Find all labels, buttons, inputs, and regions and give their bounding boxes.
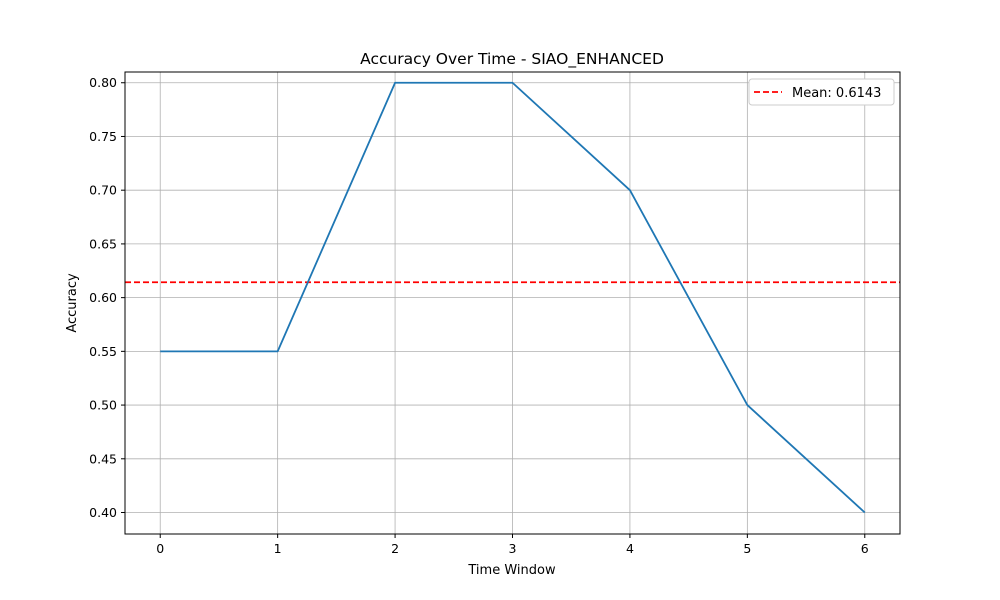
legend-box [748, 78, 895, 106]
y-tick-label: 0.55 [89, 344, 117, 359]
y-tick-label: 0.70 [89, 183, 117, 198]
y-tick-label: 0.75 [89, 129, 117, 144]
grid [125, 72, 900, 534]
y-tick-label: 0.60 [89, 290, 117, 305]
accuracy-series-line [160, 81, 866, 514]
x-tick-label: 3 [509, 541, 517, 556]
x-tick-label: 0 [156, 541, 164, 556]
x-tick-label: 5 [743, 541, 751, 556]
series-layer [160, 81, 866, 514]
x-tick-label: 6 [861, 541, 869, 556]
legend-label-mean: Mean: 0.6143 [792, 86, 881, 101]
y-tick-label: 0.50 [89, 398, 117, 413]
y-axis-label: Accuracy [65, 273, 80, 333]
x-tick-label: 4 [626, 541, 634, 556]
y-tick-label: 0.80 [89, 75, 117, 90]
x-tick-label: 1 [274, 541, 282, 556]
y-tick-label: 0.45 [89, 451, 117, 466]
x-tick-label: 2 [391, 541, 399, 556]
y-tick-label: 0.65 [89, 236, 117, 251]
y-tick-label: 0.40 [89, 505, 117, 520]
chart-title: Accuracy Over Time - SIAO_ENHANCED [360, 50, 664, 69]
x-axis-label: Time Window [467, 563, 556, 578]
ticks: 0 1 2 3 4 5 6 0.40 0.45 0.50 0.55 0.60 0.65 0.70 0.75 0… [89, 75, 869, 556]
legend: Mean: 0.6143 [748, 78, 895, 106]
